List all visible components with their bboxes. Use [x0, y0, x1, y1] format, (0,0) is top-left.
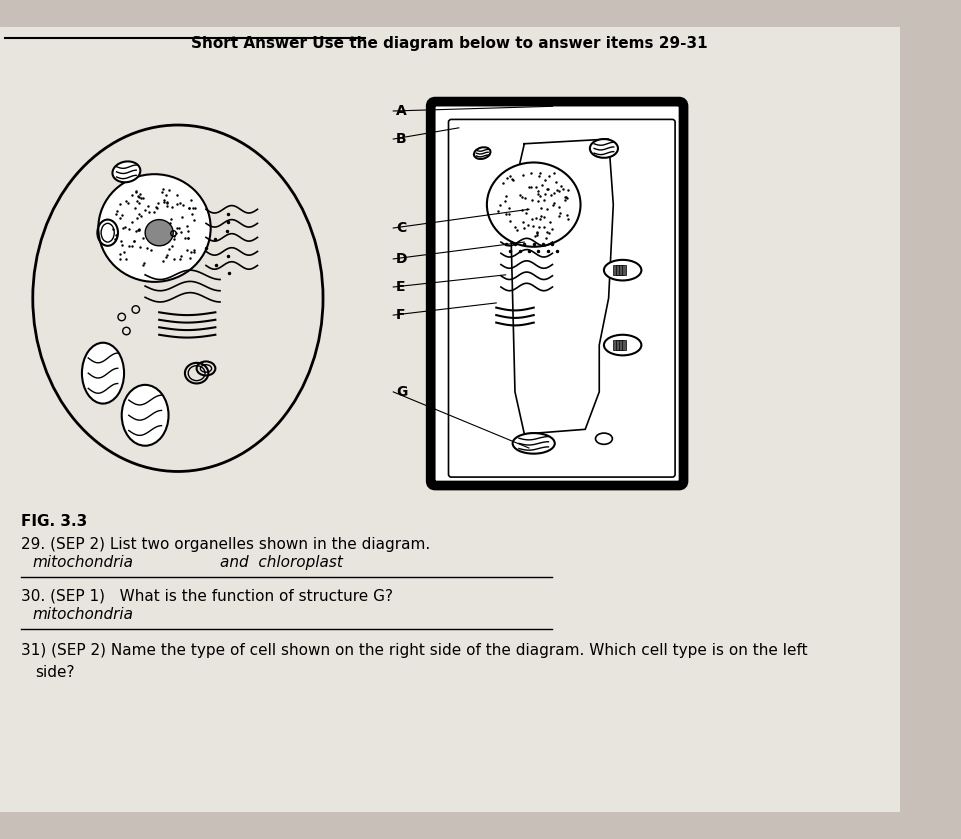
Text: FIG. 3.3: FIG. 3.3 — [20, 513, 86, 529]
Bar — [619, 265, 624, 275]
Bar — [613, 340, 618, 350]
Ellipse shape — [590, 139, 618, 158]
Text: E: E — [396, 280, 406, 294]
Ellipse shape — [512, 433, 554, 454]
Ellipse shape — [604, 335, 641, 356]
Text: F: F — [396, 308, 406, 322]
Text: mitochondria: mitochondria — [33, 607, 134, 623]
Text: and  chloroplast: and chloroplast — [220, 555, 343, 570]
Bar — [619, 340, 624, 350]
Ellipse shape — [145, 220, 173, 246]
Text: B: B — [396, 132, 407, 146]
Polygon shape — [510, 139, 613, 434]
Text: C: C — [396, 221, 407, 235]
Text: mitochondria: mitochondria — [33, 555, 134, 570]
Text: 31) (SEP 2) Name the type of cell shown on the right side of the diagram. Which : 31) (SEP 2) Name the type of cell shown … — [20, 643, 807, 658]
Ellipse shape — [82, 342, 124, 404]
Text: 30. (SEP 1)   What is the function of structure G?: 30. (SEP 1) What is the function of stru… — [20, 588, 393, 603]
Bar — [613, 265, 618, 275]
Ellipse shape — [474, 148, 490, 159]
Ellipse shape — [487, 163, 580, 247]
Text: D: D — [396, 252, 407, 266]
Bar — [622, 340, 627, 350]
Text: 29. (SEP 2) List two organelles shown in the diagram.: 29. (SEP 2) List two organelles shown in… — [20, 537, 430, 552]
Text: side?: side? — [36, 665, 75, 680]
FancyBboxPatch shape — [431, 102, 683, 486]
Ellipse shape — [122, 385, 168, 446]
Ellipse shape — [604, 260, 641, 280]
Ellipse shape — [98, 175, 210, 282]
Text: A: A — [396, 104, 407, 118]
Bar — [622, 265, 627, 275]
Bar — [616, 265, 621, 275]
Ellipse shape — [112, 161, 140, 182]
Text: Short Answer Use the diagram below to answer items 29-31: Short Answer Use the diagram below to an… — [191, 36, 707, 51]
Text: G: G — [396, 385, 407, 399]
Bar — [616, 340, 621, 350]
